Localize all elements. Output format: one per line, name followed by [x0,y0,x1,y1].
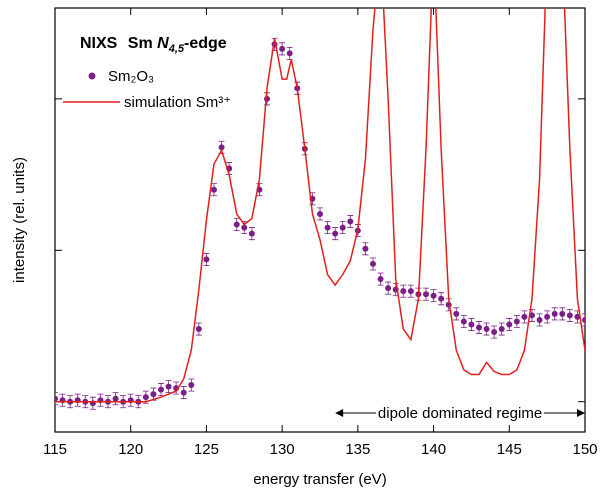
data-point [468,321,475,328]
data-point [158,386,164,393]
data-point [476,324,482,331]
data-point [506,321,513,328]
data-point [566,312,573,319]
x-tick-label: 145 [497,441,522,458]
data-point [142,394,149,401]
data-point [491,329,498,336]
data-point [233,221,240,228]
data-point [513,318,520,325]
data-point [203,256,210,263]
data-point [385,285,392,292]
error-bar [582,313,585,327]
data-point [574,313,581,320]
data-point [286,50,293,57]
data-point [279,45,286,52]
data-point [544,313,551,320]
title-part: Sm [128,35,153,52]
title-part: NIXS [80,35,118,52]
data-point [483,326,490,333]
data-point [55,395,58,402]
x-tick-label: 125 [194,441,219,458]
data-point [241,224,248,231]
plot-frame [54,7,586,433]
data-point [165,383,172,390]
data-point [339,224,346,231]
data-point [582,316,585,323]
data-point [377,276,384,283]
data-point [438,295,445,302]
x-tick-label: 140 [421,441,446,458]
data-point [218,144,225,151]
x-axis-label: energy transfer (eV) [253,471,386,488]
data-point [188,382,195,389]
data-point [347,218,354,225]
data-point [370,260,376,267]
title-part: -edge [184,35,227,52]
data-point [521,313,528,320]
legend-label: simulation Sm³⁺ [124,94,231,111]
simulation-line [55,8,585,403]
title-part: 4,5 [168,43,185,55]
data-point [324,224,331,231]
x-tick-label: 120 [118,441,143,458]
data-point [498,326,505,333]
data-point [248,230,255,237]
data-point [112,395,119,402]
x-tick-label: 115 [43,441,67,458]
x-tick-label: 135 [345,441,370,458]
legend-label: Sm₂O₃ [108,68,154,85]
data-point [423,291,429,298]
error-bar [55,392,58,406]
data-point [195,326,202,333]
data-point [453,310,460,317]
plot-area [55,8,585,410]
data-point [536,316,543,323]
annotation: dipole dominated regime [378,405,542,422]
data-point [150,391,157,398]
data-point [317,210,323,217]
data-point [362,245,369,252]
title-part: N [157,35,169,52]
y-axis-label: intensity (rel. units) [11,157,28,283]
legend-marker [88,72,96,80]
data-point [551,310,558,317]
data-point [460,318,467,325]
data-point [400,288,407,295]
data-point [211,186,217,193]
x-tick-label: 130 [270,441,295,458]
data-point [332,230,339,237]
x-tick-label: 150 [572,441,597,458]
data-point [407,288,414,295]
data-point [430,292,437,299]
title: NIXS Sm N4,5-edge [80,35,227,55]
data-point [559,310,566,317]
data-point [180,389,187,396]
